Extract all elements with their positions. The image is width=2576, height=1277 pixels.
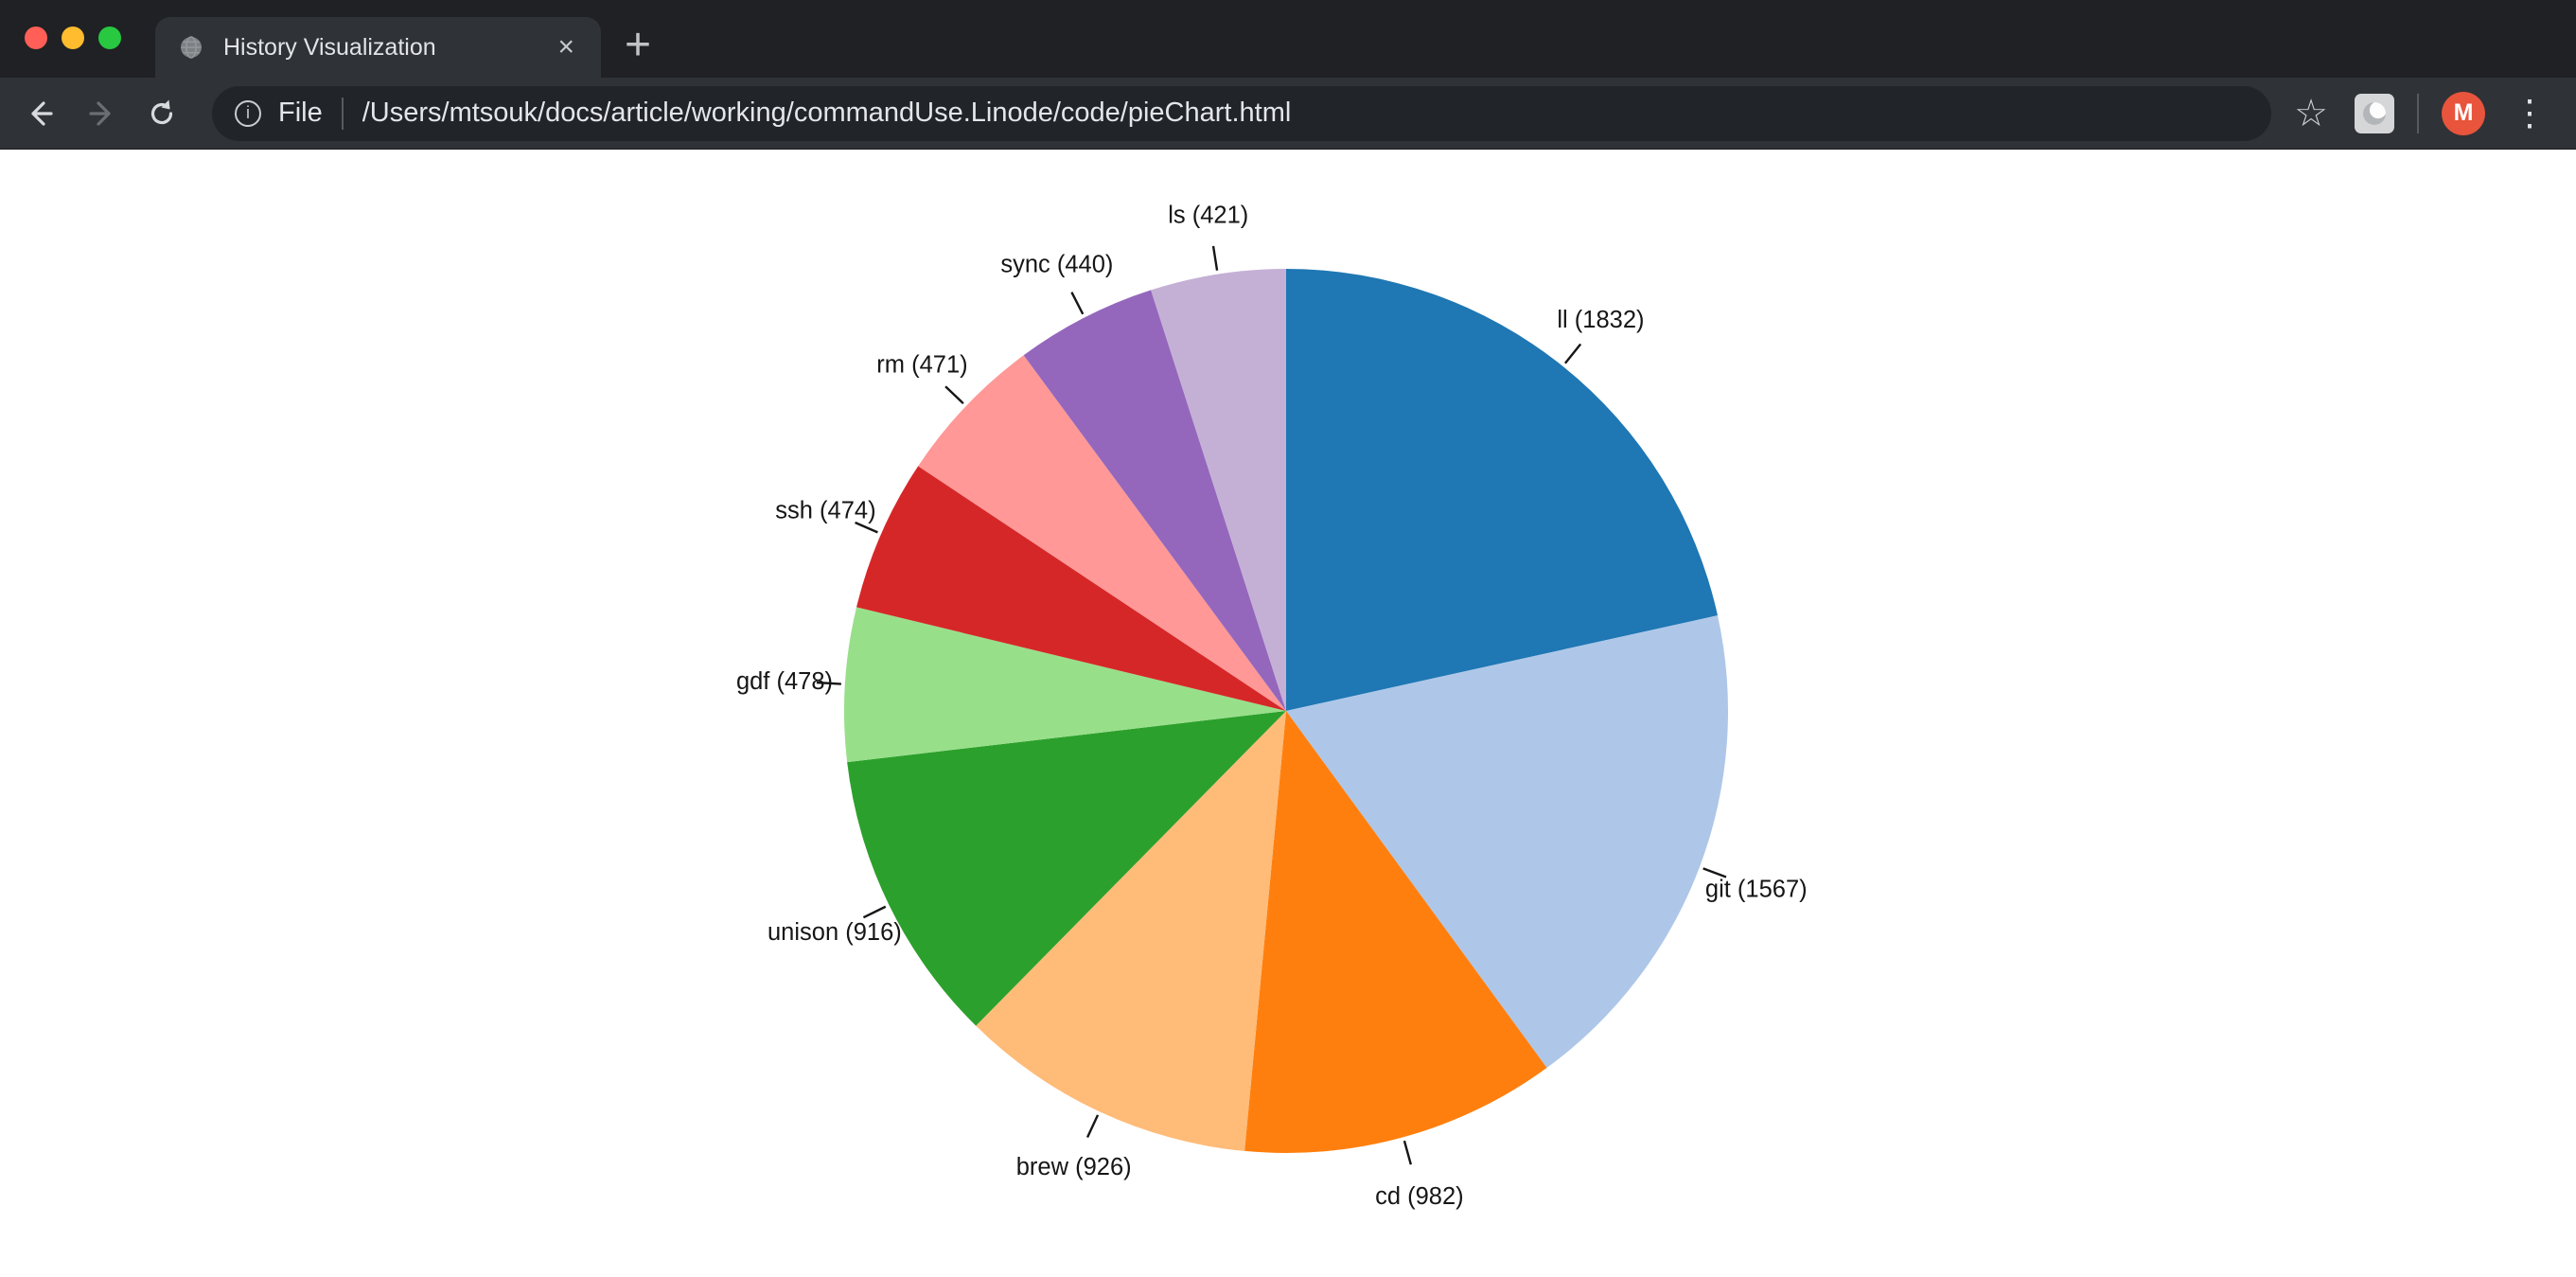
pie-label-cd: cd (982) [1375,1183,1464,1210]
toolbar-separator [2417,93,2419,133]
pie-label-git: git (1567) [1705,876,1808,902]
info-glyph: i [246,103,250,122]
back-arrow-icon [31,100,53,126]
new-tab-button[interactable]: + [625,20,652,70]
pie-tick-git [1703,867,1727,878]
bookmark-star-icon[interactable]: ☆ [2294,92,2328,134]
url-divider [341,97,344,130]
pie-tick-ssh [855,521,878,534]
profile-avatar[interactable]: M [2442,91,2485,135]
tab-title: History Visualization [223,33,436,61]
window-minimize-button[interactable] [62,27,84,49]
pie-chart: ll (1832) git (1567) cd (982) brew (926) uni… [736,202,1808,1210]
pie-label-ls: ls (421) [1168,202,1248,228]
back-button[interactable] [23,96,59,132]
pie-tick-ls [1211,245,1219,271]
toolbar: i File /Users/mtsouk/docs/article/workin… [0,78,2576,150]
url-scheme-label: File [278,98,323,128]
forward-arrow-icon [89,100,111,126]
window-zoom-button[interactable] [98,27,121,49]
pie-label-ssh: ssh (474) [775,497,875,523]
pie-slice-ls [1151,269,1286,711]
url-path-text: /Users/mtsouk/docs/article/working/comma… [362,98,1292,128]
pie-label-unison: unison (916) [768,919,902,946]
pie-label-brew: brew (926) [1016,1154,1132,1180]
tab-history-visualization[interactable]: History Visualization × [155,17,601,78]
reload-button[interactable] [144,96,180,132]
traffic-lights [25,27,121,49]
pie-tick-unison [862,905,887,919]
page-info-icon[interactable]: i [235,99,261,127]
pie-label-rm: rm (471) [876,352,967,379]
pie-slice-rm [918,355,1286,711]
forward-button[interactable] [83,96,119,132]
pie-slice-gdf [844,607,1286,763]
globe-favicon-icon [181,36,202,59]
pie-slice-git [1286,615,1729,1069]
tab-close-icon[interactable]: × [557,31,574,62]
menu-kebab-icon[interactable]: ⋮ [2512,93,2548,133]
pie-label-gdf: gdf (478) [736,668,833,695]
pie-label-ll: ll (1832) [1557,307,1644,333]
pie-label-sync: sync (440) [1000,251,1113,277]
pie-slice-ll [1286,269,1718,711]
pie-slice-cd [1244,711,1547,1153]
pie-tick-brew [1085,1114,1100,1138]
pie-slice-ssh [856,466,1286,711]
pie-tick-gdf [816,681,841,685]
page-content: ll (1832) git (1567) cd (982) brew (926) uni… [0,150,2576,1277]
pie-slice-brew [976,711,1286,1151]
address-bar[interactable]: i File /Users/mtsouk/docs/article/workin… [212,85,2272,141]
reload-icon [150,99,173,124]
window-close-button[interactable] [25,27,47,49]
pie-tick-rm [944,385,964,405]
titlebar: History Visualization × + [0,0,2576,78]
pie-tick-ll [1563,343,1582,364]
pie-slice-unison [847,711,1286,1026]
pie-slice-sync [1023,290,1286,711]
extension-icon[interactable] [2355,93,2394,133]
pie-tick-cd [1403,1140,1412,1165]
pie-tick-sync [1070,292,1085,315]
